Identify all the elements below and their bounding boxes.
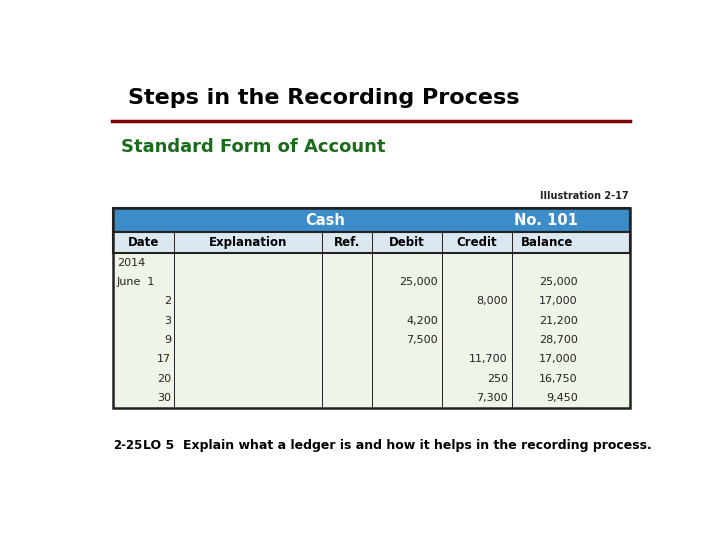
Bar <box>114 311 630 330</box>
Bar <box>114 350 630 369</box>
Text: 7,500: 7,500 <box>407 335 438 345</box>
Text: LO 5  Explain what a ledger is and how it helps in the recording process.: LO 5 Explain what a ledger is and how it… <box>143 439 652 452</box>
Text: 2: 2 <box>164 296 171 307</box>
Text: 7,300: 7,300 <box>477 393 508 403</box>
Text: 30: 30 <box>157 393 171 403</box>
Bar <box>114 330 630 350</box>
Text: Explanation: Explanation <box>209 236 287 249</box>
Bar <box>114 208 630 408</box>
Text: 17,000: 17,000 <box>539 354 577 364</box>
Bar <box>114 369 630 388</box>
Text: Balance: Balance <box>521 236 573 249</box>
Text: Debit: Debit <box>390 236 425 249</box>
Text: 28,700: 28,700 <box>539 335 577 345</box>
Text: 8,000: 8,000 <box>477 296 508 307</box>
Bar <box>114 273 630 292</box>
Bar <box>114 292 630 311</box>
Bar <box>114 208 630 232</box>
Text: 2014: 2014 <box>117 258 145 268</box>
Text: 25,000: 25,000 <box>539 277 577 287</box>
Text: 3: 3 <box>164 316 171 326</box>
Text: Ref.: Ref. <box>334 236 360 249</box>
Text: Standard Form of Account: Standard Form of Account <box>121 138 385 156</box>
Text: 2-25: 2-25 <box>114 439 143 452</box>
Text: 20: 20 <box>157 374 171 384</box>
Text: 21,200: 21,200 <box>539 316 577 326</box>
Text: 9: 9 <box>164 335 171 345</box>
Text: 4,200: 4,200 <box>406 316 438 326</box>
Text: 250: 250 <box>487 374 508 384</box>
Bar <box>114 388 630 408</box>
Text: Cash: Cash <box>305 213 345 228</box>
Text: 16,750: 16,750 <box>539 374 577 384</box>
Bar <box>114 232 630 253</box>
Text: 25,000: 25,000 <box>400 277 438 287</box>
Text: Credit: Credit <box>456 236 498 249</box>
Text: June  1: June 1 <box>117 277 155 287</box>
Text: Steps in the Recording Process: Steps in the Recording Process <box>128 87 519 107</box>
Text: Date: Date <box>128 236 160 249</box>
Text: 11,700: 11,700 <box>469 354 508 364</box>
Text: No. 101: No. 101 <box>514 213 577 228</box>
Text: 17,000: 17,000 <box>539 296 577 307</box>
Bar <box>114 253 630 273</box>
Text: 9,450: 9,450 <box>546 393 577 403</box>
Text: Illustration 2-17: Illustration 2-17 <box>540 191 629 201</box>
Text: 17: 17 <box>157 354 171 364</box>
